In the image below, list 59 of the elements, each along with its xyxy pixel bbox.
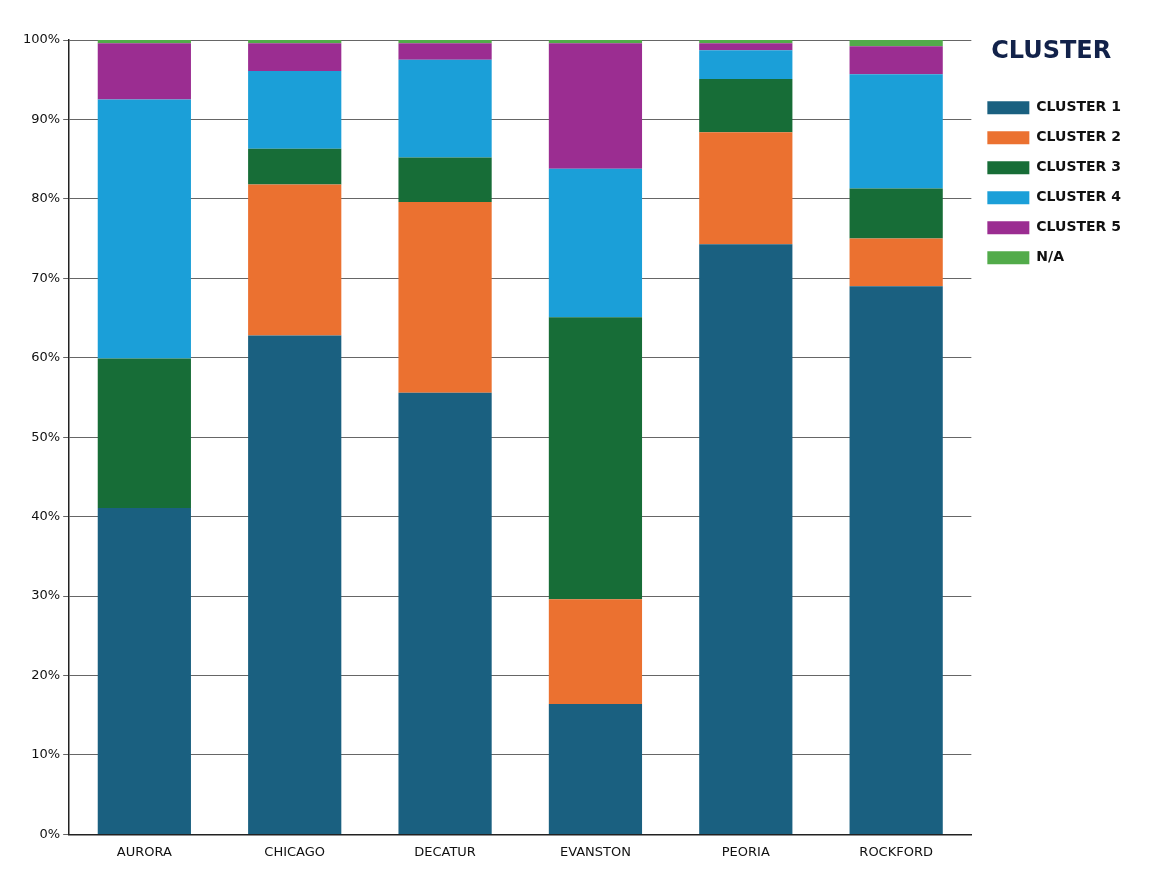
bar [699,50,793,79]
legend-label: CLUSTER 5 [1036,218,1121,235]
legend-label: CLUSTER 2 [1036,128,1121,145]
legend-label: CLUSTER 1 [1036,98,1121,115]
bar [849,238,943,287]
bar [248,70,342,149]
x-tick-label: EVANSTON [559,843,631,859]
bar [548,168,643,318]
y-tick-label: 50% [31,428,61,444]
y-tick-label: 10% [31,746,61,762]
y-tick-label: 80% [31,190,61,206]
legend-label: N/A [1036,248,1065,265]
bar [699,40,793,44]
legend-label: CLUSTER 3 [1036,158,1121,175]
bar [849,188,943,239]
bar [398,202,492,393]
bar [398,392,492,834]
y-tick-label: 20% [31,666,61,682]
bar [398,40,492,44]
bar [849,46,943,75]
legend-title: CLUSTER [991,36,1112,65]
y-tick-label: 90% [31,110,61,126]
bar [699,132,793,245]
bar [248,148,342,185]
bar [548,704,643,834]
bar [849,286,943,834]
y-tick-label: 100% [22,31,61,47]
x-tick-label: DECATUR [414,843,476,859]
bar [97,99,191,359]
bar [849,74,943,189]
bar [548,43,643,169]
y-tick-label: 30% [31,587,61,603]
x-tick-label: PEORIA [721,843,770,859]
bar [248,335,342,834]
bar [849,40,943,47]
y-tick-label: 0% [39,825,61,841]
bar [699,43,793,51]
bar [548,599,643,705]
bar [548,317,643,600]
bar [97,40,191,44]
bar [398,59,492,158]
bar [97,43,191,100]
bar [248,40,342,44]
bar [97,358,191,508]
bar [248,184,342,336]
x-tick-label: CHICAGO [264,843,326,859]
bar [398,43,492,60]
bar [699,78,793,133]
x-tick-label: ROCKFORD [859,843,933,859]
x-tick-label: AURORA [116,843,172,859]
y-tick-label: 60% [31,349,61,365]
y-tick-label: 70% [31,269,61,285]
bar [398,157,492,203]
y-tick-label: 40% [31,508,61,524]
bar [97,507,191,834]
legend-label: CLUSTER 4 [1036,188,1122,205]
bar [248,43,342,71]
bar [699,244,793,834]
bar [548,40,643,44]
